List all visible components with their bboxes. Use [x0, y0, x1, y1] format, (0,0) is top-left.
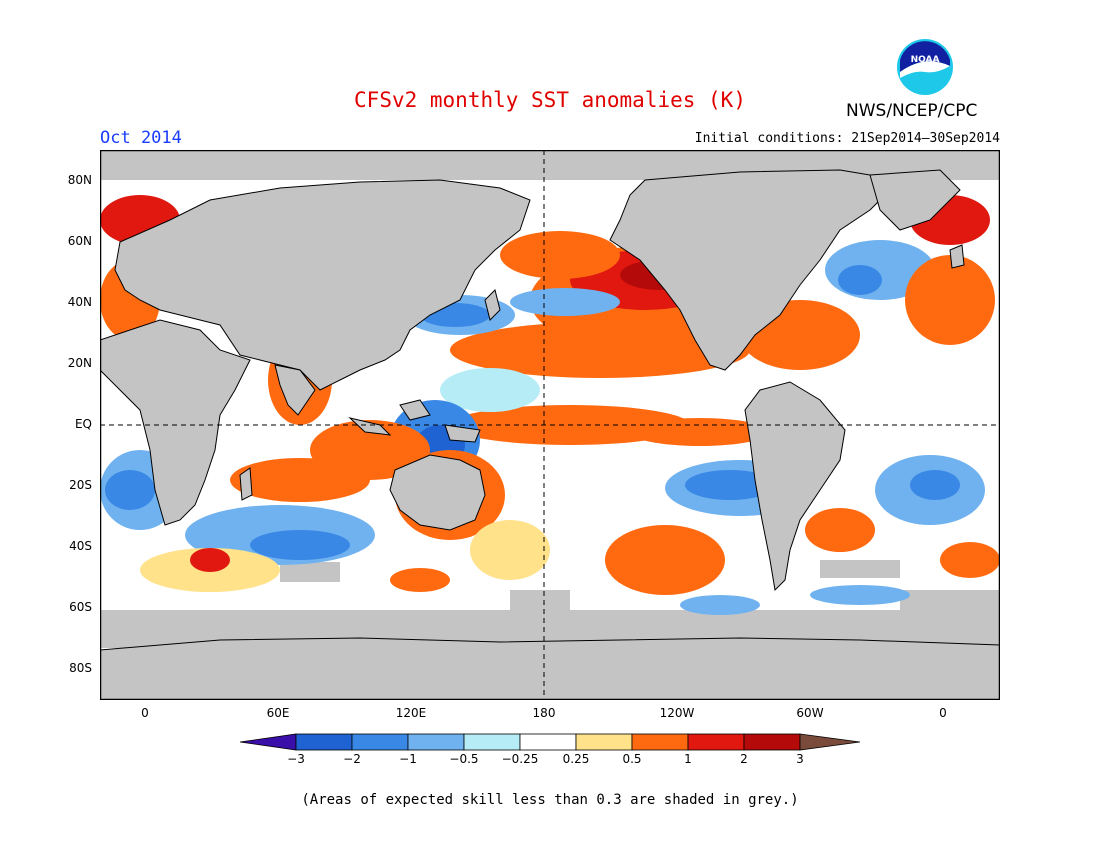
colorbar	[240, 733, 860, 751]
map-frame	[100, 150, 1000, 700]
colorbar-segment	[295, 733, 353, 751]
colorbar-label: 2	[740, 752, 748, 766]
colorbar-label: −2	[343, 752, 361, 766]
colorbar-label: −3	[287, 752, 305, 766]
colorbar-label: −0.25	[501, 752, 539, 766]
lon-label: 0	[939, 706, 947, 720]
forecast-month: Oct 2014	[100, 128, 182, 148]
agency-label: NWS/NCEP/CPC	[846, 101, 978, 121]
lon-label: 120E	[395, 706, 427, 720]
logo-text: NOAA	[911, 55, 940, 65]
lon-label: 60W	[796, 706, 824, 720]
map-title: CFSv2 monthly SST anomalies (K)	[354, 88, 746, 112]
colorbar-segment	[407, 733, 465, 751]
colorbar-label: −1	[399, 752, 417, 766]
colorbar-segment	[687, 733, 745, 751]
colorbar-label: 0.5	[622, 752, 642, 766]
colorbar-max-arrow	[799, 733, 860, 751]
lat-label: EQ	[74, 417, 92, 431]
skill-footnote: (Areas of expected skill less than 0.3 a…	[301, 792, 799, 808]
land-masses	[100, 169, 1000, 700]
lat-label: 60S	[69, 600, 92, 614]
colorbar-segment	[351, 733, 409, 751]
lon-label: 60E	[266, 706, 290, 720]
colorbar-segment	[631, 733, 689, 751]
noaa-logo-icon: NOAA	[897, 39, 953, 95]
colorbar-segment	[575, 733, 633, 751]
lat-label: 80S	[69, 661, 92, 675]
lat-label: 60N	[67, 234, 92, 248]
colorbar-label: −0.5	[449, 752, 479, 766]
colorbar-min-arrow	[240, 733, 297, 751]
sst-anomaly-map	[100, 150, 1000, 700]
lat-label: 20S	[69, 478, 92, 492]
lat-label: 40S	[69, 539, 92, 553]
lon-label: 120W	[659, 706, 695, 720]
colorbar-segment	[743, 733, 801, 751]
colorbar-label: 1	[684, 752, 692, 766]
lon-label: 0	[141, 706, 149, 720]
colorbar-segment	[463, 733, 521, 751]
colorbar-segment	[519, 733, 577, 751]
colorbar-label: 0.25	[562, 752, 590, 766]
lat-label: 20N	[67, 356, 92, 370]
lat-label: 40N	[67, 295, 92, 309]
lat-label: 80N	[67, 173, 92, 187]
colorbar-label: 3	[796, 752, 804, 766]
lon-label: 180	[532, 706, 556, 720]
initial-conditions: Initial conditions: 21Sep2014–30Sep2014	[694, 131, 1000, 146]
